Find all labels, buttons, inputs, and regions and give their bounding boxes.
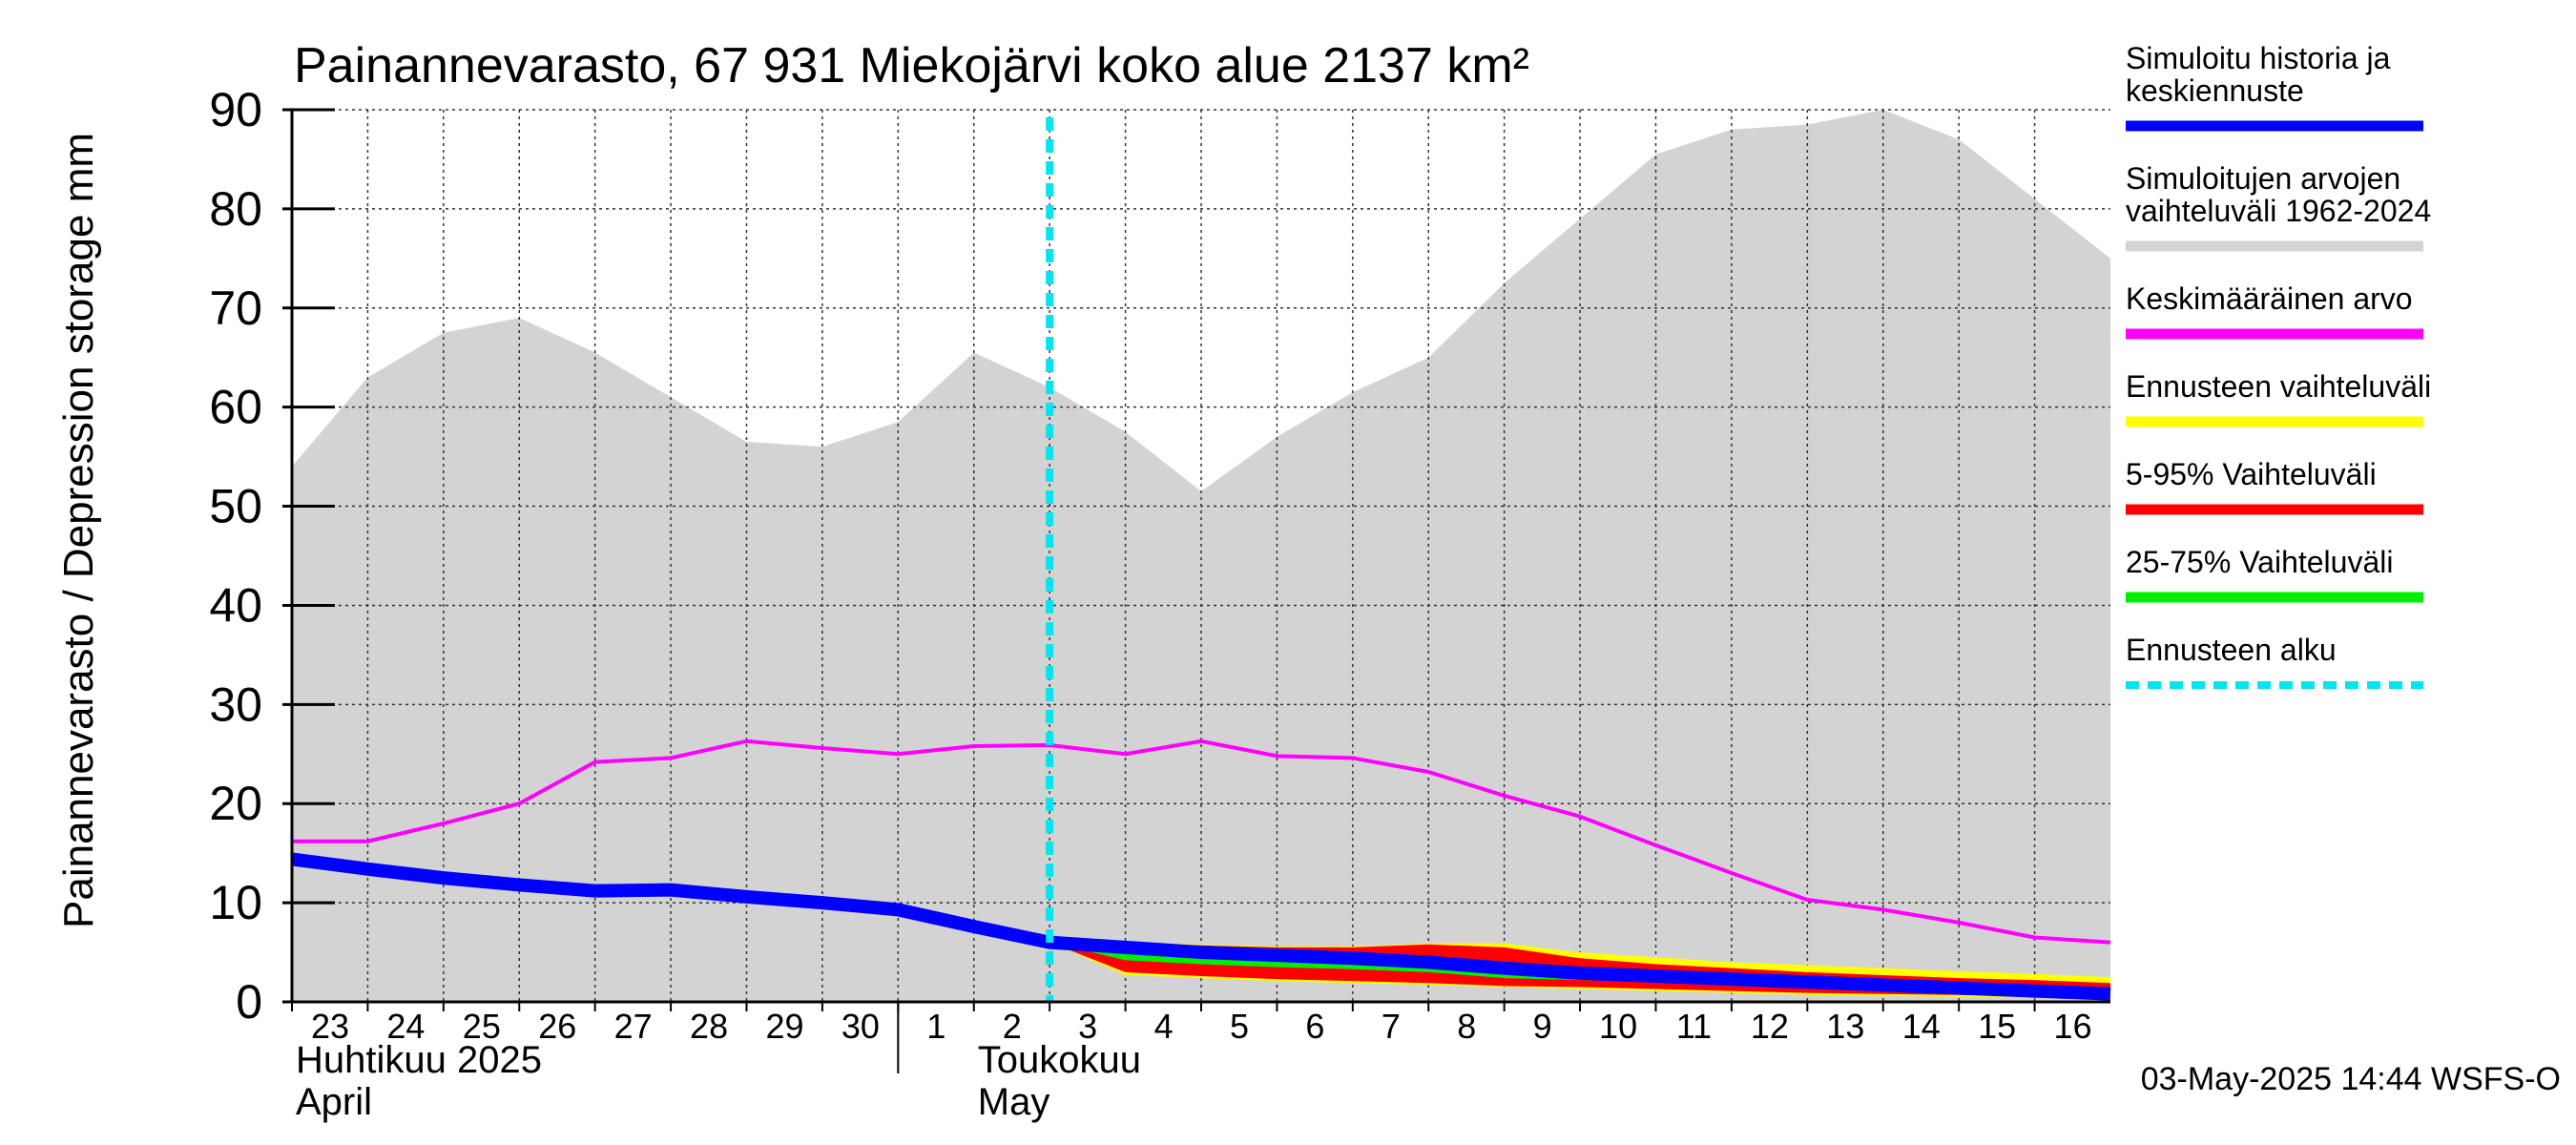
x-tick-label: 13 [1826, 1007, 1864, 1046]
y-tick-label: 60 [209, 381, 262, 434]
legend-label-1: Simuloitu historia ja [2126, 41, 2391, 75]
y-tick-label: 40 [209, 578, 262, 632]
x-tick-label: 29 [765, 1007, 803, 1046]
mean-line [292, 739, 2111, 945]
x-tick-label: 25 [463, 1007, 501, 1046]
x-tick-label: 7 [1381, 1007, 1401, 1046]
y-tick-label: 0 [236, 975, 262, 1029]
x-tick-label: 1 [926, 1007, 945, 1046]
legend-label-2: Simuloitujen arvojen [2126, 161, 2400, 196]
x-tick-label: 26 [538, 1007, 576, 1046]
x-tick-label: 10 [1599, 1007, 1637, 1046]
legend-label-5: 5-95% Vaihteluväli [2126, 457, 2377, 491]
month-label-fi: Toukokuu [978, 1039, 1141, 1081]
chart-title: Painannevarasto, 67 931 Miekojärvi koko … [294, 38, 1529, 94]
simulated-line [291, 852, 2111, 1001]
y-tick-label: 10 [209, 876, 262, 929]
x-tick-label: 27 [614, 1007, 653, 1046]
timestamp: 03-May-2025 14:44 WSFS-O [2141, 1061, 2561, 1097]
y-tick-label: 70 [209, 281, 262, 335]
y-axis-label: Painannevarasto / Depression storage mm [55, 133, 102, 928]
y-tick-label: 30 [209, 677, 262, 731]
x-tick-label: 6 [1305, 1007, 1324, 1046]
month-label-en: April [296, 1081, 372, 1123]
legend-label-1: keskiennuste [2126, 73, 2304, 108]
x-tick-label: 15 [1978, 1007, 2016, 1046]
x-tick-label: 11 [1676, 1007, 1712, 1046]
y-tick-label: 90 [209, 83, 262, 136]
x-tick-label: 8 [1457, 1007, 1476, 1046]
y-tick-label: 50 [209, 480, 262, 533]
y-tick-label: 20 [209, 777, 262, 830]
legend-label-6: 25-75% Vaihteluväli [2126, 545, 2393, 579]
month-label-fi: Huhtikuu 2025 [296, 1039, 542, 1081]
month-label-en: May [978, 1081, 1050, 1123]
legend-label-3: Keskimääräinen arvo [2126, 281, 2413, 316]
x-tick-label: 24 [386, 1007, 425, 1046]
x-tick-label: 4 [1154, 1007, 1174, 1046]
legend-label-2: vaihteluväli 1962-2024 [2126, 194, 2431, 228]
x-tick-label: 14 [1902, 1007, 1941, 1046]
x-tick-label: 12 [1751, 1007, 1789, 1046]
x-tick-label: 16 [2054, 1007, 2092, 1046]
x-tick-label: 2 [1003, 1007, 1022, 1046]
x-tick-label: 9 [1533, 1007, 1552, 1046]
x-tick-label: 5 [1230, 1007, 1249, 1046]
x-tick-label: 3 [1078, 1007, 1097, 1046]
x-tick-label: 28 [690, 1007, 728, 1046]
legend-label-7: Ennusteen alku [2126, 633, 2337, 667]
y-tick-label: 80 [209, 182, 262, 236]
legend-label-4: Ennusteen vaihteluväli [2126, 369, 2431, 404]
x-tick-label: 30 [841, 1007, 880, 1046]
x-tick-label: 23 [311, 1007, 349, 1046]
